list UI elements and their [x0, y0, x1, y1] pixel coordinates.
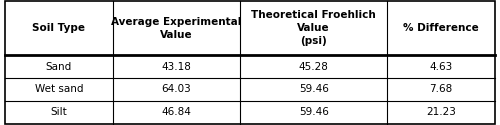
Text: 46.84: 46.84 — [162, 107, 192, 117]
Text: 7.68: 7.68 — [430, 84, 452, 94]
Text: 64.03: 64.03 — [162, 84, 192, 94]
Text: Theoretical Froehlich
Value
(psi): Theoretical Froehlich Value (psi) — [252, 10, 376, 46]
Text: 59.46: 59.46 — [299, 84, 328, 94]
Text: 4.63: 4.63 — [430, 62, 452, 72]
Text: 43.18: 43.18 — [162, 62, 192, 72]
Text: 21.23: 21.23 — [426, 107, 456, 117]
Text: 59.46: 59.46 — [299, 107, 328, 117]
Text: Average Experimental
Value: Average Experimental Value — [112, 17, 242, 40]
Text: Sand: Sand — [46, 62, 72, 72]
Text: Wet sand: Wet sand — [34, 84, 83, 94]
Text: 45.28: 45.28 — [299, 62, 328, 72]
Text: % Difference: % Difference — [403, 23, 479, 33]
Text: Soil Type: Soil Type — [32, 23, 86, 33]
Text: Silt: Silt — [50, 107, 68, 117]
